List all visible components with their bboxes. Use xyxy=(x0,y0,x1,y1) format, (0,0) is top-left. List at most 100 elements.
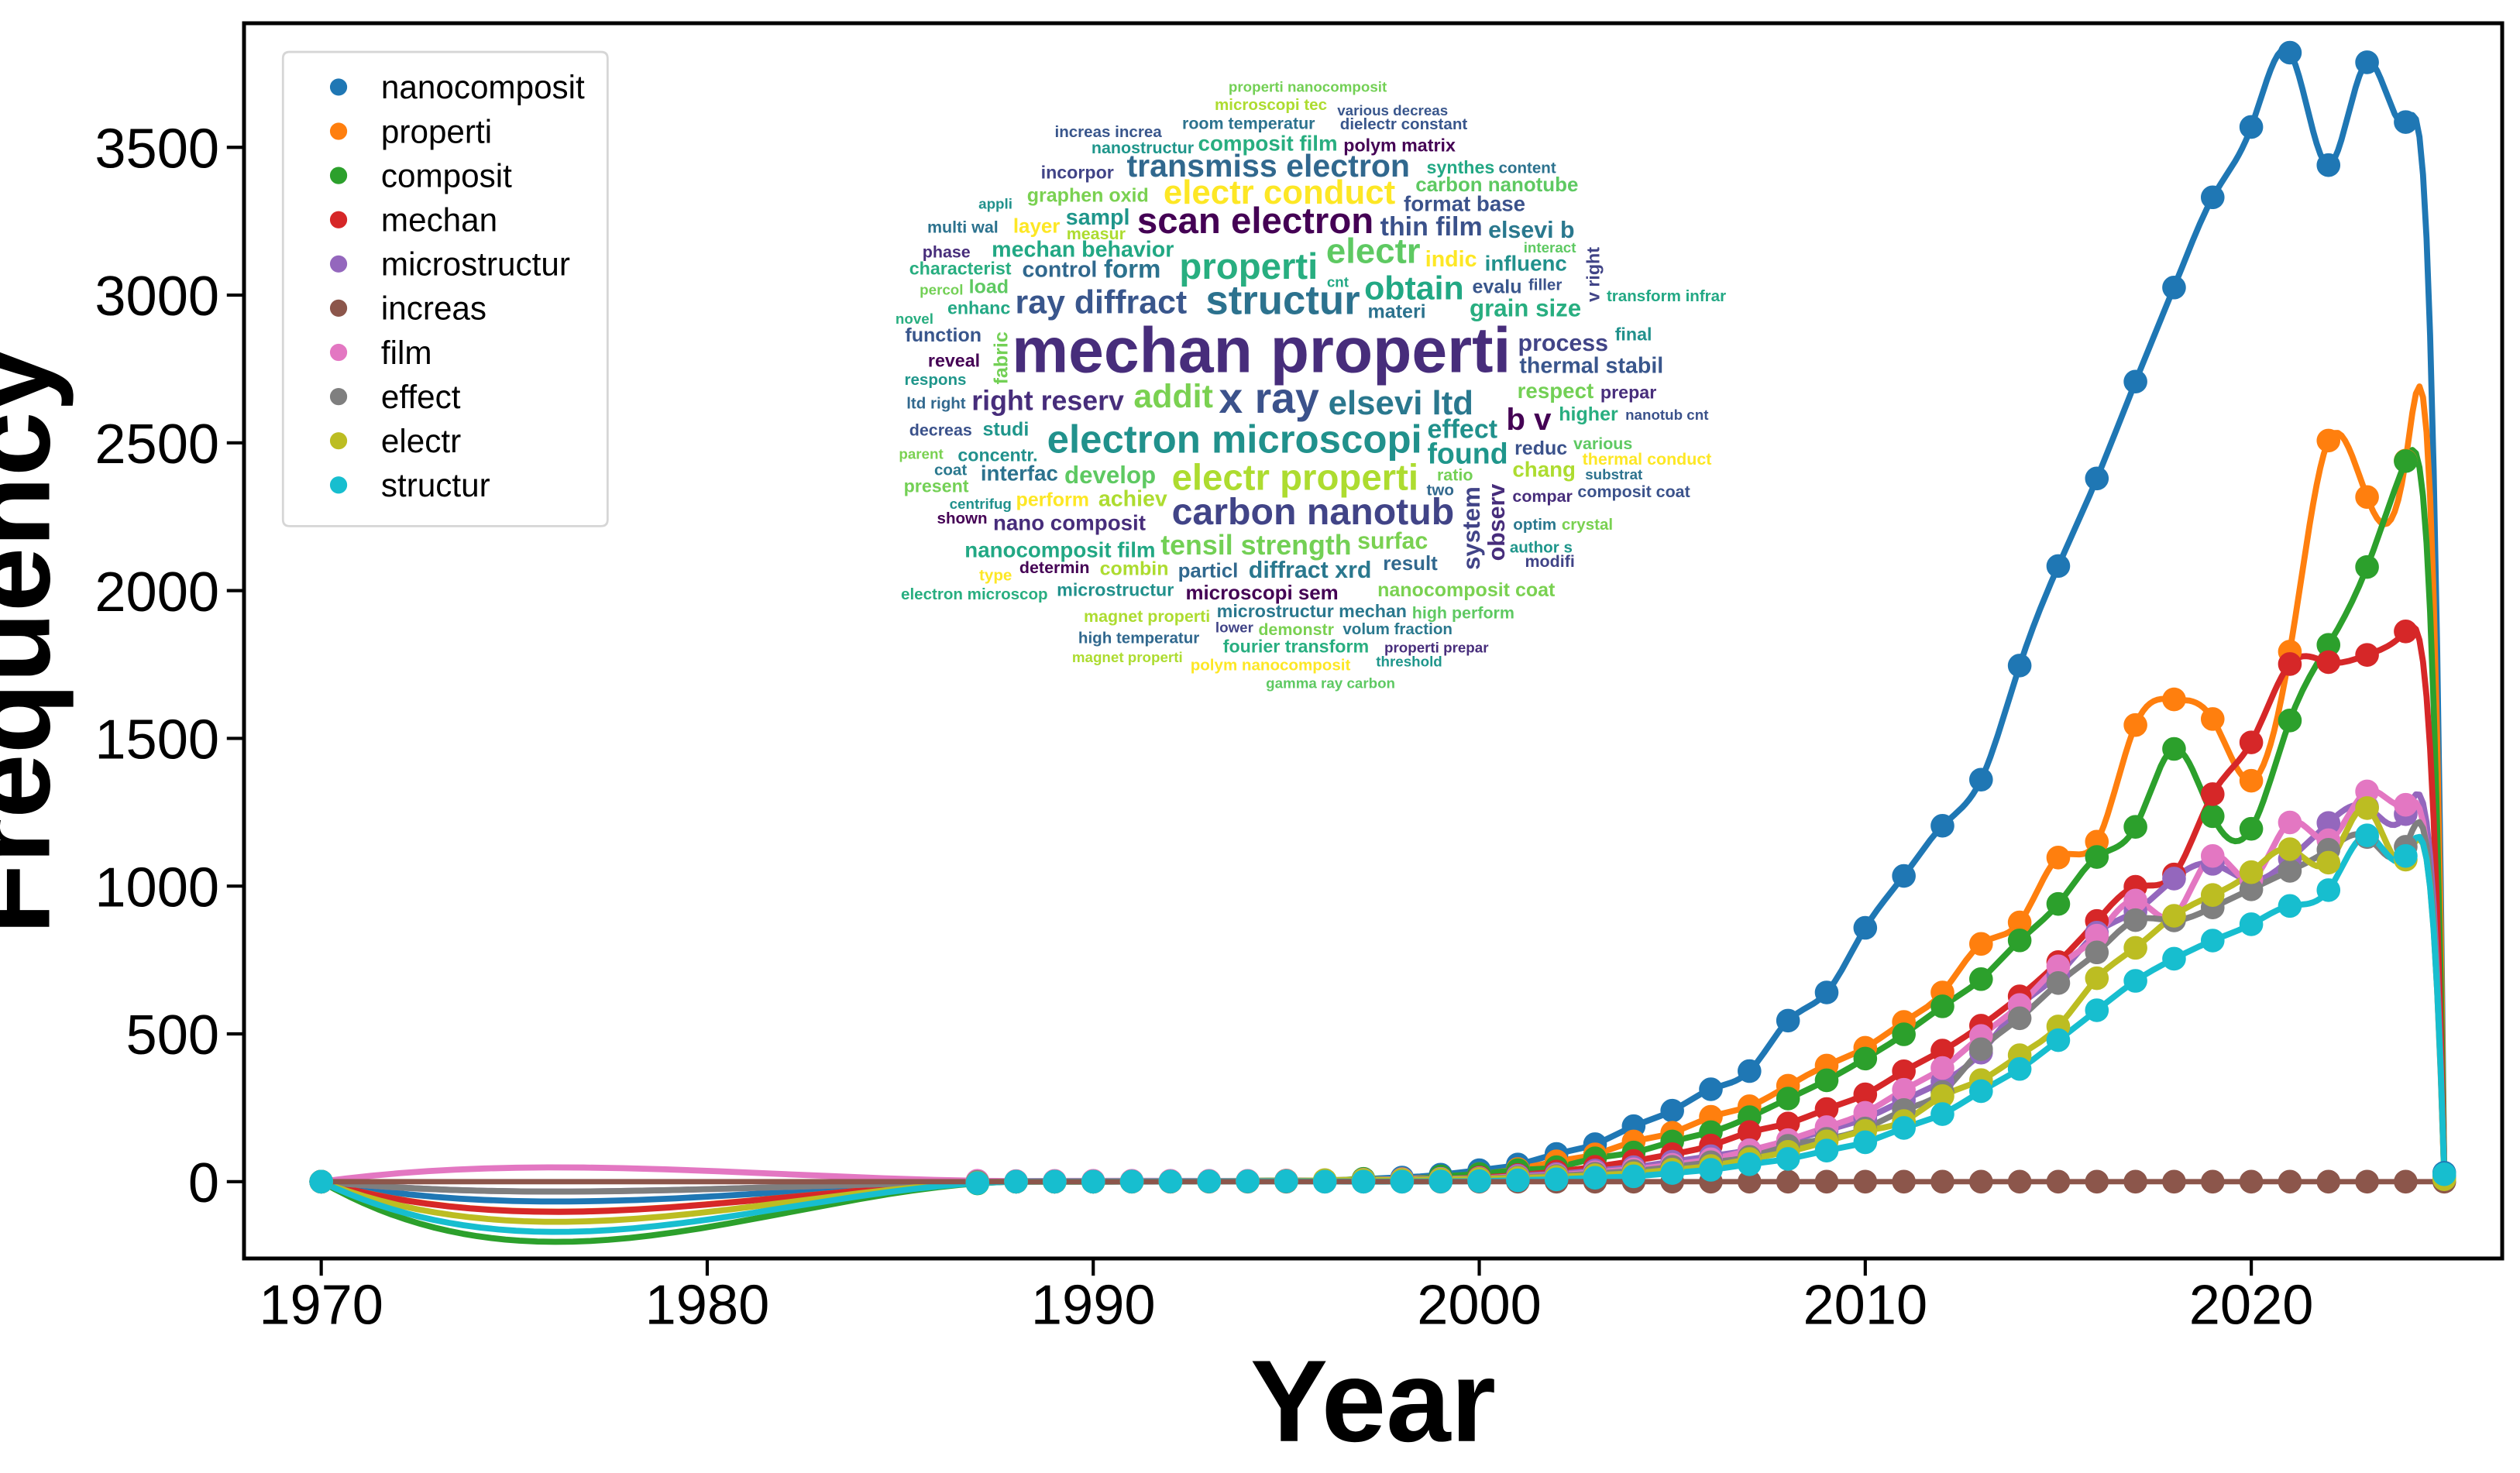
svg-text:properti: properti xyxy=(381,113,492,149)
svg-text:v right: v right xyxy=(1583,247,1603,302)
svg-text:3500: 3500 xyxy=(95,118,219,180)
svg-text:prepar: prepar xyxy=(1600,383,1656,403)
svg-text:increas increa: increas increa xyxy=(1055,123,1163,141)
svg-text:present: present xyxy=(904,476,969,496)
svg-text:nanocomposit coat: nanocomposit coat xyxy=(1377,579,1556,601)
svg-text:studi: studi xyxy=(983,419,1030,441)
svg-text:Year: Year xyxy=(1250,1336,1496,1466)
svg-text:optim: optim xyxy=(1513,516,1556,534)
svg-text:microstructur mechan: microstructur mechan xyxy=(1217,601,1407,621)
svg-text:electr: electr xyxy=(381,423,461,459)
svg-text:chang: chang xyxy=(1512,458,1576,482)
svg-text:multi wal: multi wal xyxy=(927,218,999,236)
svg-text:nanotub cnt: nanotub cnt xyxy=(1625,407,1709,423)
svg-text:surfac: surfac xyxy=(1357,527,1428,554)
svg-text:enhanc: enhanc xyxy=(947,298,1010,318)
svg-text:ray diffract: ray diffract xyxy=(1016,283,1188,321)
svg-text:high temperatur: high temperatur xyxy=(1078,630,1199,647)
svg-text:effect: effect xyxy=(1427,415,1497,445)
svg-text:particl: particl xyxy=(1178,561,1239,582)
svg-text:graphen oxid: graphen oxid xyxy=(1027,184,1149,206)
svg-text:substrat: substrat xyxy=(1585,466,1643,482)
svg-text:coat: coat xyxy=(934,462,967,479)
svg-text:parent: parent xyxy=(899,446,944,462)
svg-text:2020: 2020 xyxy=(2189,1274,2314,1336)
svg-text:novel: novel xyxy=(896,311,933,327)
svg-text:electron microscopi: electron microscopi xyxy=(1047,417,1422,462)
svg-text:load: load xyxy=(969,276,1009,298)
svg-text:magnet properti: magnet properti xyxy=(1084,607,1210,626)
svg-text:control: control xyxy=(1022,257,1097,282)
svg-text:3000: 3000 xyxy=(95,266,219,328)
svg-text:phase: phase xyxy=(923,243,971,262)
svg-text:carbon nanotub: carbon nanotub xyxy=(1172,491,1455,533)
svg-text:transform infrar: transform infrar xyxy=(1607,287,1726,305)
svg-text:result: result xyxy=(1383,553,1438,575)
svg-text:develop: develop xyxy=(1064,462,1156,489)
svg-text:percol: percol xyxy=(920,282,963,298)
svg-text:2010: 2010 xyxy=(1803,1274,1927,1336)
svg-text:higher: higher xyxy=(1559,403,1618,425)
svg-text:reveal: reveal xyxy=(928,351,980,371)
svg-text:nanostructur: nanostructur xyxy=(1092,139,1195,157)
svg-text:2500: 2500 xyxy=(95,414,219,476)
svg-text:1990: 1990 xyxy=(1031,1274,1156,1336)
svg-text:mechan: mechan xyxy=(381,201,497,238)
svg-text:microscopi tec: microscopi tec xyxy=(1215,96,1327,114)
svg-text:properti: properti xyxy=(1179,246,1318,287)
svg-text:effect: effect xyxy=(381,379,461,415)
svg-text:500: 500 xyxy=(126,1004,220,1066)
svg-text:thin film: thin film xyxy=(1380,212,1483,242)
svg-text:carbon nanotube: carbon nanotube xyxy=(1415,174,1578,196)
svg-text:synthes: synthes xyxy=(1427,157,1495,177)
svg-text:diffract xrd: diffract xrd xyxy=(1249,557,1372,583)
svg-text:function: function xyxy=(905,324,982,346)
svg-text:volum fraction: volum fraction xyxy=(1343,620,1453,638)
svg-text:1980: 1980 xyxy=(645,1274,770,1336)
svg-text:2000: 2000 xyxy=(95,561,219,623)
svg-text:layer: layer xyxy=(1013,215,1061,237)
svg-text:shown: shown xyxy=(937,510,988,527)
svg-text:microstructur: microstructur xyxy=(381,246,570,283)
svg-text:nanocomposit: nanocomposit xyxy=(381,69,585,105)
svg-text:appli: appli xyxy=(978,196,1012,212)
svg-text:observ: observ xyxy=(1483,484,1510,561)
svg-text:final: final xyxy=(1615,324,1652,345)
svg-text:filler: filler xyxy=(1528,276,1562,294)
svg-text:interact: interact xyxy=(1524,239,1577,256)
svg-text:polym matrix: polym matrix xyxy=(1343,135,1456,155)
svg-text:properti nanocomposit: properti nanocomposit xyxy=(1229,79,1387,95)
svg-text:1970: 1970 xyxy=(259,1274,383,1336)
svg-text:composit film: composit film xyxy=(1198,132,1338,156)
svg-text:incorpor: incorpor xyxy=(1041,162,1114,182)
svg-text:1500: 1500 xyxy=(95,709,219,771)
svg-text:determin: determin xyxy=(1019,558,1090,577)
svg-text:compar: compar xyxy=(1512,487,1573,506)
svg-text:0: 0 xyxy=(188,1152,219,1214)
svg-text:indic: indic xyxy=(1425,247,1477,272)
svg-text:increas: increas xyxy=(381,290,486,327)
svg-text:achiev: achiev xyxy=(1098,486,1167,511)
svg-text:two: two xyxy=(1427,481,1454,499)
svg-text:decreas: decreas xyxy=(909,421,972,439)
svg-text:1000: 1000 xyxy=(95,857,219,918)
svg-text:ltd right: ltd right xyxy=(906,395,966,413)
svg-text:reduc: reduc xyxy=(1514,438,1567,459)
svg-text:Frequency: Frequency xyxy=(0,347,74,935)
svg-text:magnet properti: magnet properti xyxy=(1072,649,1183,665)
svg-text:respons: respons xyxy=(905,371,967,389)
svg-text:evalu: evalu xyxy=(1473,276,1522,298)
svg-text:b v: b v xyxy=(1506,402,1552,437)
svg-text:room temperatur: room temperatur xyxy=(1182,115,1315,133)
svg-text:process: process xyxy=(1518,330,1609,356)
svg-text:combin: combin xyxy=(1100,558,1169,579)
svg-text:film: film xyxy=(381,335,432,371)
svg-text:addit: addit xyxy=(1133,378,1212,415)
svg-text:perform: perform xyxy=(1016,489,1089,511)
svg-text:thermal stabil: thermal stabil xyxy=(1519,354,1663,379)
svg-text:fourier transform: fourier transform xyxy=(1223,637,1370,657)
svg-text:cnt: cnt xyxy=(1327,274,1349,290)
svg-text:fabric: fabric xyxy=(991,331,1012,384)
svg-text:right reserv: right reserv xyxy=(971,385,1124,416)
svg-text:crystal: crystal xyxy=(1562,516,1613,534)
